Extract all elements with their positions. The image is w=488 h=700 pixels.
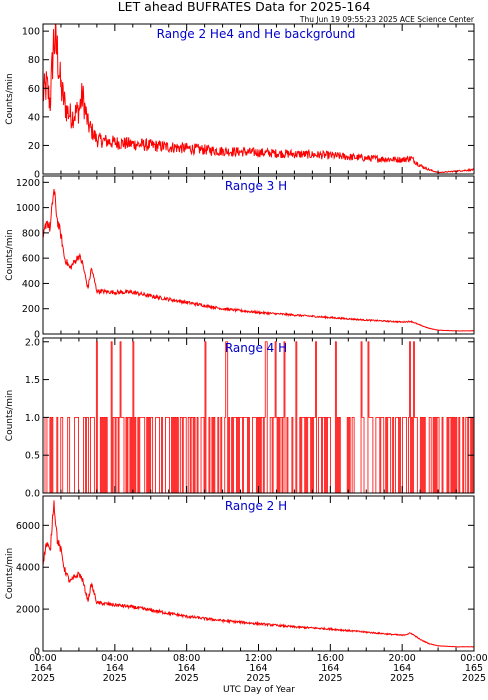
y-axis-label: Counts/min [5, 548, 15, 599]
series-4 [43, 500, 474, 648]
series-2 [43, 188, 474, 332]
x-tick-time: 16:00 [317, 653, 344, 664]
y-tick-label: 40 [28, 112, 40, 123]
y-axis-label: Counts/min [5, 229, 15, 280]
x-tick-year: 2025 [175, 673, 199, 684]
x-tick-time: 12:00 [245, 653, 272, 664]
y-tick-label: 0 [34, 330, 40, 341]
y-axis-label: Counts/min [5, 73, 15, 124]
x-axis-label: UTC Day of Year [223, 685, 295, 695]
x-axis-labels: 00:00164202504:00164202508:00164202512:0… [29, 653, 487, 684]
series-line [43, 500, 474, 648]
chart-panel-1: 0 20 40 60 80 100 Range 2 He4 and He backgroun… [5, 23, 475, 181]
x-tick-day: 165 [465, 663, 483, 674]
y-tick-label: 0 [34, 647, 40, 658]
chart-panel-3: 0.0 0.5 1.0 1.5 2.0 Range 4 H Counts/min [5, 337, 475, 500]
y-tick-label: 1000 [16, 203, 40, 214]
y-tick-label: 1.0 [25, 413, 40, 424]
series-line [43, 341, 474, 493]
x-tick-day: 164 [249, 663, 267, 674]
y-tick-label: 6000 [16, 521, 40, 532]
x-tick-year: 2025 [318, 673, 342, 684]
panel-title: Range 2 H [225, 499, 287, 513]
figure-title: LET ahead BUFRATES Data for 2025-164 [118, 0, 371, 14]
x-tick-time: 00:00 [29, 653, 56, 664]
x-tick-time: 04:00 [101, 653, 128, 664]
x-tick-day: 164 [321, 663, 339, 674]
panel-title: Range 3 H [225, 179, 287, 193]
panel-title: Range 2 He4 and He background [157, 27, 356, 41]
chart-panel-2: 0 200 400 600 800 1000 1200 Range 3 H Counts/min [5, 175, 475, 341]
y-tick-label: 800 [22, 228, 40, 239]
series-1 [43, 24, 474, 174]
y-axis-label: Counts/min [5, 390, 15, 441]
y-tick-label: 2000 [16, 605, 40, 616]
y-tick-label: 600 [22, 254, 40, 265]
y-tick-label: 0.0 [25, 489, 40, 500]
y-tick-label: 0.5 [25, 451, 40, 462]
series-line [43, 24, 474, 174]
x-tick-year: 2025 [31, 673, 55, 684]
plot-frame [42, 175, 475, 335]
series-line [43, 188, 474, 332]
y-tick-label: 20 [28, 141, 40, 152]
y-tick-label: 80 [28, 55, 40, 66]
y-tick-label: 1.5 [25, 375, 40, 386]
x-tick-day: 164 [393, 663, 411, 674]
y-tick-label: 100 [22, 27, 40, 38]
x-tick-year: 2025 [103, 673, 127, 684]
x-tick-day: 164 [106, 663, 124, 674]
y-tick-label: 2.0 [25, 337, 40, 348]
x-tick-time: 20:00 [388, 653, 415, 664]
y-tick-label: 400 [22, 279, 40, 290]
x-tick-year: 2025 [462, 673, 486, 684]
y-tick-label: 1200 [16, 178, 40, 189]
x-tick-day: 164 [34, 663, 52, 674]
y-tick-label: 200 [22, 304, 40, 315]
plot-frame [42, 495, 475, 652]
x-tick-time: 08:00 [173, 653, 200, 664]
x-tick-year: 2025 [390, 673, 414, 684]
chart-panel-4: 0 2000 4000 6000 Range 2 H Counts/min [5, 495, 475, 658]
x-tick-year: 2025 [246, 673, 270, 684]
x-tick-time: 00:00 [460, 653, 487, 664]
series-3 [43, 341, 474, 493]
y-tick-label: 60 [28, 84, 40, 95]
x-tick-day: 164 [178, 663, 196, 674]
y-tick-label: 4000 [16, 563, 40, 574]
y-tick-label: 0 [34, 170, 40, 181]
panel-title: Range 4 H [225, 341, 287, 355]
timestamp: Thu Jun 19 09:55:23 2025 ACE Science Cen… [299, 15, 475, 24]
